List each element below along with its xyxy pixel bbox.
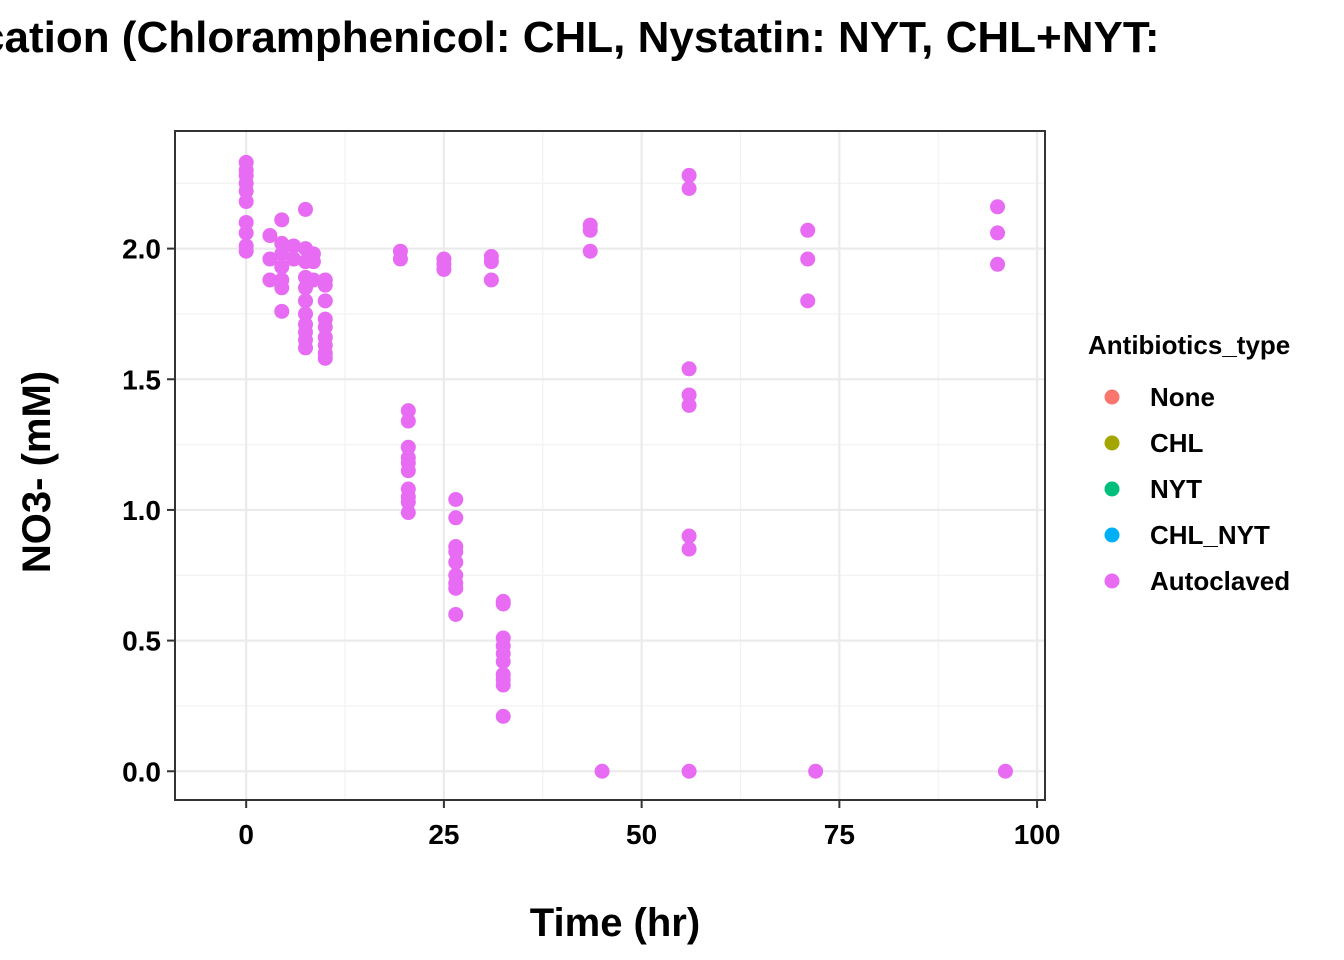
legend-label: CHL_NYT	[1150, 520, 1270, 550]
data-point	[400, 439, 416, 455]
data-points	[238, 154, 1013, 779]
data-point	[298, 306, 313, 322]
x-tick-label: 100	[1014, 819, 1061, 850]
data-point	[274, 212, 290, 228]
data-point	[286, 238, 302, 254]
data-point	[238, 214, 254, 230]
axes: 0 25 50 75 100 0.0 0.5 1.0 1.5 2.0	[122, 234, 1060, 850]
data-point	[800, 293, 816, 309]
data-point	[495, 708, 511, 724]
legend-key	[1104, 389, 1120, 405]
y-tick-label: 1.0	[122, 495, 161, 526]
data-point	[997, 763, 1013, 779]
data-point	[681, 528, 697, 544]
data-point	[990, 199, 1006, 215]
data-point	[448, 544, 464, 560]
data-point	[262, 228, 278, 244]
data-point	[317, 293, 333, 309]
data-point	[681, 763, 697, 779]
data-point	[800, 222, 816, 238]
y-axis-title: NO3- (mM)	[15, 371, 59, 573]
data-point	[298, 201, 313, 217]
data-point	[681, 180, 697, 196]
data-point	[448, 510, 464, 526]
x-tick-label: 25	[428, 819, 459, 850]
data-point	[317, 350, 333, 366]
data-point	[298, 293, 313, 309]
y-tick-label: 1.5	[122, 364, 161, 395]
data-point	[681, 387, 697, 403]
data-point	[594, 763, 610, 779]
legend-key	[1104, 573, 1120, 589]
data-point	[274, 280, 290, 296]
data-point	[448, 491, 464, 507]
legend-title: Antibiotics_type	[1088, 330, 1290, 360]
data-point	[448, 554, 464, 570]
legend-key	[1104, 481, 1120, 497]
data-point	[800, 251, 816, 267]
data-point	[305, 254, 321, 270]
data-point	[238, 194, 254, 210]
x-tick-label: 75	[824, 819, 855, 850]
x-axis-title: Time (hr)	[530, 901, 700, 945]
data-point	[400, 403, 416, 419]
data-point	[495, 677, 511, 693]
legend-label: Autoclaved	[1150, 566, 1290, 596]
data-point	[317, 277, 333, 293]
data-point	[483, 254, 499, 270]
legend-label: CHL	[1150, 428, 1204, 458]
legend-label: NYT	[1150, 474, 1202, 504]
data-point	[274, 235, 290, 251]
data-point	[298, 340, 313, 356]
data-point	[286, 251, 302, 267]
x-tick-label: 50	[626, 819, 657, 850]
data-point	[582, 243, 598, 259]
plot-border	[174, 130, 1046, 801]
data-point	[238, 183, 254, 199]
data-point	[262, 272, 278, 288]
x-tick-label: 0	[238, 819, 254, 850]
data-point	[262, 251, 278, 267]
data-point	[990, 256, 1006, 272]
data-point	[681, 397, 697, 413]
data-point	[681, 541, 697, 557]
data-point	[400, 505, 416, 521]
data-point	[400, 494, 416, 510]
legend-key	[1104, 527, 1120, 543]
legend: Antibiotics_type None CHL NYT CHL_NYT Autocl…	[1088, 330, 1290, 596]
legend-label: None	[1150, 382, 1215, 412]
data-point	[238, 243, 254, 259]
data-point	[392, 251, 408, 267]
data-point	[681, 167, 697, 183]
data-point	[400, 413, 416, 429]
data-point	[990, 225, 1006, 241]
data-point	[495, 653, 511, 669]
data-point	[274, 246, 290, 262]
data-point	[238, 225, 254, 241]
data-point	[448, 606, 464, 622]
grid	[175, 131, 1045, 800]
data-point	[495, 596, 511, 612]
data-point	[681, 361, 697, 377]
y-tick-label: 0.5	[122, 626, 161, 657]
data-point	[436, 262, 452, 278]
y-tick-label: 2.0	[122, 234, 161, 265]
data-point	[317, 319, 333, 335]
data-point	[305, 272, 321, 288]
data-point	[448, 580, 464, 596]
data-point	[274, 259, 290, 275]
data-point	[400, 463, 416, 479]
legend-key	[1104, 435, 1120, 451]
y-tick-label: 0.0	[122, 756, 161, 787]
data-point	[483, 272, 499, 288]
data-point	[582, 222, 598, 238]
chart-title: cation (Chloramphenicol: CHL, Nystatin: …	[0, 13, 1160, 62]
data-point	[274, 303, 290, 319]
data-point	[808, 763, 824, 779]
